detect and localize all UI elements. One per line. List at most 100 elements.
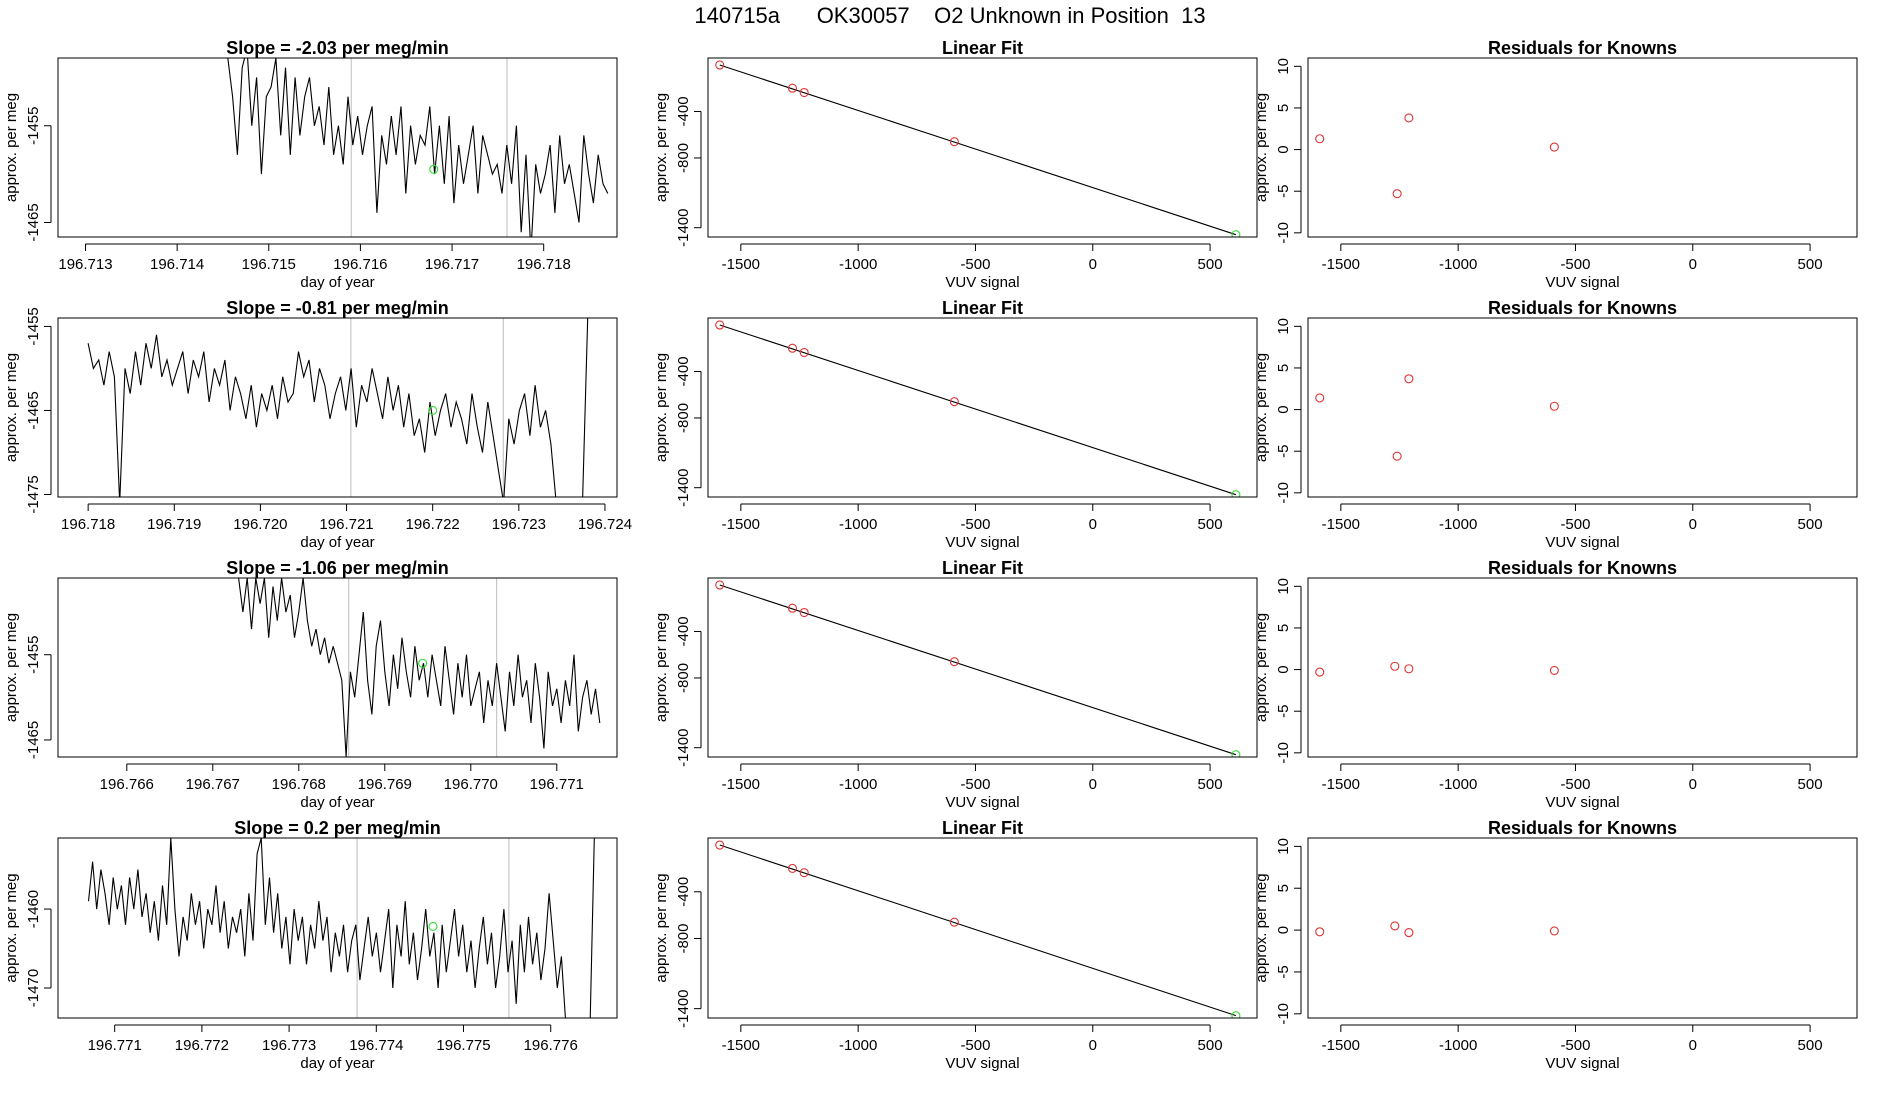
x-tick-label: 196.771 — [530, 776, 584, 793]
known-point — [715, 320, 725, 330]
x-tick-label: -500 — [960, 1037, 990, 1054]
y-tick-label: 5 — [1275, 104, 1292, 112]
plot-area — [87, 838, 595, 1018]
x-tick-label: 196.714 — [150, 256, 204, 273]
y-tick-label: -400 — [675, 877, 692, 907]
y-axis-label: approx. per meg — [1253, 873, 1270, 982]
y-tick-label: -1400 — [675, 209, 692, 247]
y-tick-label: 0 — [1275, 145, 1292, 153]
x-tick-label: 196.766 — [100, 776, 154, 793]
y-tick-label: -5 — [1275, 965, 1292, 978]
x-tick-label: 0 — [1689, 1037, 1697, 1054]
y-tick-label: 5 — [1275, 624, 1292, 632]
known-point — [715, 840, 725, 850]
x-axis-label: day of year — [300, 534, 374, 551]
known-point — [1549, 142, 1559, 152]
plot-frame — [57, 57, 618, 238]
plot-area — [1315, 113, 1559, 199]
x-tick-label: 0 — [1089, 256, 1097, 273]
plot-area — [1315, 661, 1559, 677]
y-axis-label: approx. per meg — [653, 353, 670, 462]
x-tick-label: 0 — [1089, 1037, 1097, 1054]
x-tick-label: -1000 — [1439, 516, 1477, 533]
x-tick-label: 196.774 — [349, 1037, 403, 1054]
x-tick-label: -1500 — [722, 516, 760, 533]
x-tick-label: -1000 — [839, 776, 877, 793]
unknown-point — [1231, 230, 1241, 237]
plot-area — [1315, 921, 1559, 938]
known-point — [1390, 661, 1400, 671]
y-tick-label: 5 — [1275, 364, 1292, 372]
known-point — [799, 868, 809, 878]
y-tick-label: -800 — [675, 663, 692, 693]
plot-area — [1315, 374, 1559, 461]
y-tick-label: -1400 — [675, 729, 692, 767]
x-tick-label: 196.771 — [88, 1037, 142, 1054]
panel-title: Linear Fit — [942, 298, 1023, 318]
fit-line — [719, 324, 1237, 496]
x-tick-label: 196.773 — [262, 1037, 316, 1054]
x-axis-label: VUV signal — [945, 1055, 1019, 1072]
plot-area — [715, 60, 1241, 237]
x-axis-label: VUV signal — [1545, 274, 1619, 291]
plot-area — [715, 320, 1241, 497]
y-axis-label: approx. per meg — [653, 873, 670, 982]
data-series-line — [212, 578, 601, 757]
y-tick-label: -1455 — [25, 307, 42, 345]
x-tick-label: -500 — [960, 256, 990, 273]
y-tick-label: -400 — [675, 96, 692, 126]
panel-title: Linear Fit — [942, 558, 1023, 578]
x-tick-label: 196.721 — [319, 516, 373, 533]
x-tick-label: 0 — [1689, 516, 1697, 533]
panel-title: Residuals for Knowns — [1488, 38, 1677, 58]
x-tick-label: -1000 — [839, 1037, 877, 1054]
known-point — [799, 87, 809, 98]
panel-4-1: Slope = 0.2 per meg/min 196.771 196.772 196… — [3, 818, 618, 1072]
y-tick-label: -10 — [1275, 742, 1292, 764]
y-axis-label: approx. per meg — [653, 613, 670, 722]
known-point — [787, 83, 798, 93]
plot-area — [715, 840, 1241, 1018]
x-tick-label: 196.776 — [524, 1037, 578, 1054]
y-tick-label: 0 — [1275, 665, 1292, 673]
known-point — [787, 343, 798, 353]
panel-title: Slope = -2.03 per meg/min — [226, 38, 449, 58]
x-axis-label: day of year — [300, 274, 374, 291]
known-point — [1390, 921, 1400, 931]
y-axis-label: approx. per meg — [1253, 93, 1270, 202]
x-tick-label: 196.772 — [175, 1037, 229, 1054]
panel-3-2: Linear Fit -1500 -1000 -500 0 500 VUV signal -4… — [653, 558, 1258, 811]
x-axis-label: VUV signal — [1545, 794, 1619, 811]
x-tick-label: 196.775 — [436, 1037, 490, 1054]
known-point — [1549, 401, 1559, 411]
x-tick-label: -1500 — [1322, 1037, 1360, 1054]
x-tick-label: -1000 — [839, 256, 877, 273]
unknown-point — [1231, 750, 1241, 757]
y-tick-label: -1460 — [25, 890, 42, 928]
plot-frame — [57, 577, 618, 758]
y-tick-label: -800 — [675, 143, 692, 173]
x-tick-label: 196.719 — [147, 516, 201, 533]
y-tick-label: -1465 — [25, 203, 42, 241]
y-tick-label: -1465 — [25, 391, 42, 429]
x-tick-label: 500 — [1198, 1037, 1223, 1054]
panel-3-3: Residuals for Knowns -1500 -1000 -500 0 500 VU… — [1253, 558, 1858, 811]
y-tick-label: -1470 — [25, 969, 42, 1007]
panel-title: Slope = -0.81 per meg/min — [226, 298, 449, 318]
data-series-line — [223, 58, 609, 237]
plot-frame — [707, 57, 1258, 238]
plot-frame — [57, 837, 618, 1019]
fit-line — [719, 844, 1237, 1017]
panel-title: Slope = 0.2 per meg/min — [234, 818, 441, 838]
known-point — [787, 603, 798, 613]
x-tick-label: 0 — [1689, 776, 1697, 793]
x-axis-label: VUV signal — [1545, 1055, 1619, 1072]
x-axis-label: VUV signal — [945, 794, 1019, 811]
x-tick-label: 196.770 — [444, 776, 498, 793]
x-axis-label: VUV signal — [945, 534, 1019, 551]
known-point — [1404, 928, 1414, 938]
fit-line — [719, 64, 1237, 236]
y-tick-label: -400 — [675, 616, 692, 646]
page-title: 140715a OK30057 O2 Unknown in Position 1… — [694, 3, 1206, 28]
